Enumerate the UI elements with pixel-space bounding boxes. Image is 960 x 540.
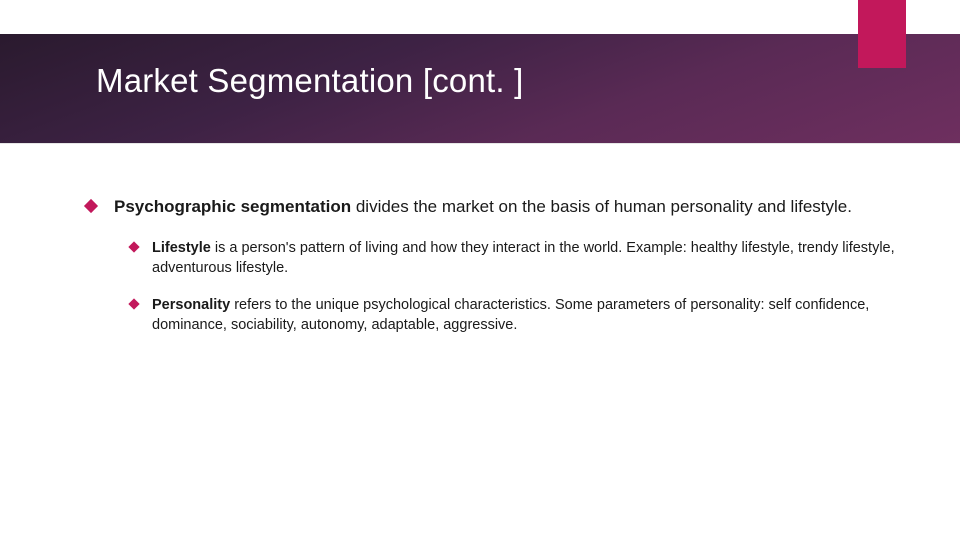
sub-bullet-bold: Lifestyle	[152, 240, 211, 256]
sub-bullet-list: Lifestyle is a person's pattern of livin…	[130, 239, 906, 335]
diamond-bullet-icon	[128, 241, 139, 252]
slide-content: Psychographic segmentation divides the m…	[86, 196, 906, 353]
main-bullet-bold: Psychographic segmentation	[114, 197, 351, 216]
diamond-bullet-icon	[84, 199, 98, 213]
sub-bullet-text: Lifestyle is a person's pattern of livin…	[152, 239, 906, 278]
sub-bullet-rest: is a person's pattern of living and how …	[152, 240, 895, 276]
main-bullet-rest: divides the market on the basis of human…	[351, 197, 852, 216]
sub-bullet-bold: Personality	[152, 297, 230, 313]
main-bullet-text: Psychographic segmentation divides the m…	[114, 196, 852, 219]
slide: Market Segmentation [cont. ] Psychograph…	[0, 0, 960, 540]
accent-block	[858, 0, 906, 68]
diamond-bullet-icon	[128, 298, 139, 309]
main-bullet: Psychographic segmentation divides the m…	[86, 196, 906, 219]
sub-bullet-text: Personality refers to the unique psychol…	[152, 296, 906, 335]
sub-bullet: Personality refers to the unique psychol…	[130, 296, 906, 335]
sub-bullet-rest: refers to the unique psychological chara…	[152, 297, 869, 333]
slide-title: Market Segmentation [cont. ]	[96, 62, 523, 100]
sub-bullet: Lifestyle is a person's pattern of livin…	[130, 239, 906, 278]
